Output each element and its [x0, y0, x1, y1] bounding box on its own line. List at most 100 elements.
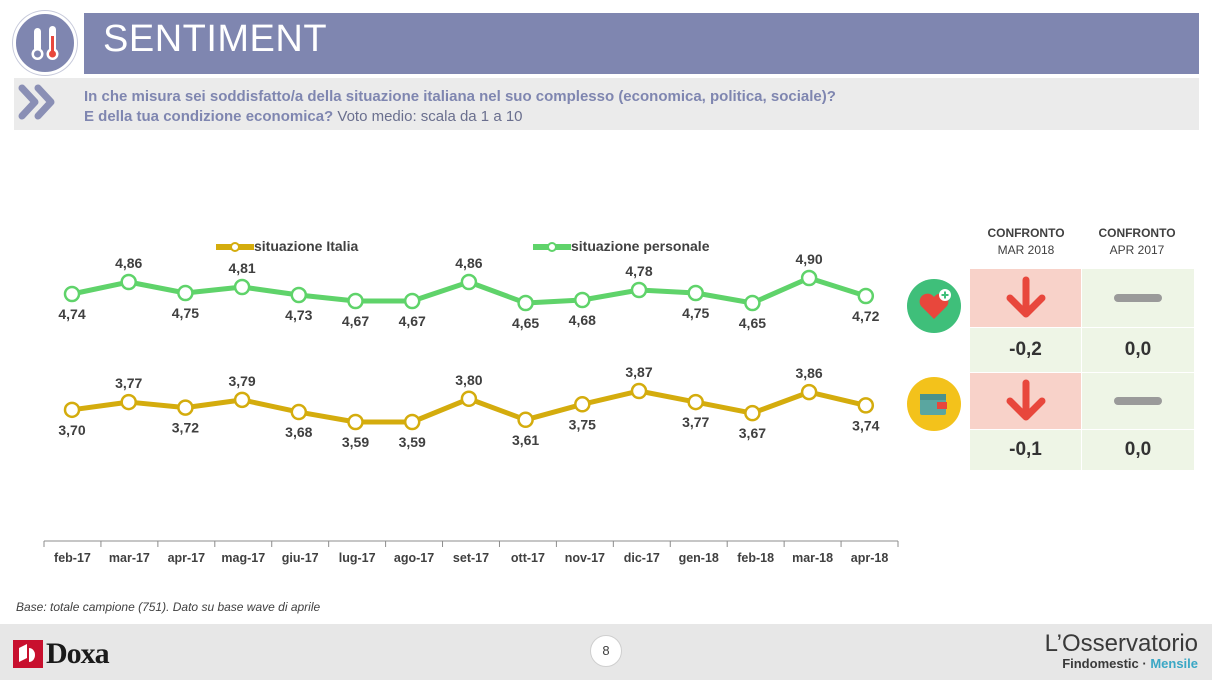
x-tick-label: mag-17: [221, 551, 265, 565]
confronto-header-mar-sub: MAR 2018: [997, 243, 1055, 257]
data-point-italia: [517, 411, 534, 429]
data-point-italia: [630, 382, 648, 400]
data-label-italia: 3,77: [682, 414, 709, 430]
question-line2-plain: Voto medio: scala da 1 a 10: [333, 108, 523, 125]
question-line2-bold: E della tua condizione economica?: [84, 108, 334, 125]
data-label-personale: 4,65: [512, 315, 539, 331]
data-point-italia: [800, 383, 818, 401]
data-point-personale: [177, 284, 194, 302]
x-tick-label: ago-17: [394, 551, 434, 565]
doxa-logo-icon: [13, 640, 43, 668]
data-label-personale: 4,75: [172, 305, 199, 321]
down-arrow-icon: [1006, 379, 1045, 421]
data-point-personale: [233, 278, 251, 296]
brand-subtitle-b: Mensile: [1150, 656, 1198, 671]
data-label-italia: 3,74: [852, 417, 879, 433]
doxa-wordmark: Doxa: [46, 637, 110, 670]
data-label-personale: 4,81: [228, 260, 255, 276]
x-tick-label: dic-17: [624, 551, 660, 565]
double-chevron-icon: [18, 84, 55, 120]
page-number: 8: [590, 635, 622, 667]
data-point-italia: [687, 393, 704, 411]
brand-title: L’Osservatorio: [1044, 630, 1198, 657]
data-point-italia: [744, 404, 761, 422]
data-label-italia: 3,75: [569, 416, 596, 432]
data-label-italia: 3,80: [455, 372, 482, 388]
data-point-personale: [630, 281, 648, 299]
legend-item-italia: situazione Italia: [216, 238, 358, 254]
thermometer-icon: [13, 11, 77, 75]
legend-label-personale: situazione personale: [571, 238, 710, 254]
data-label-italia: 3,86: [795, 365, 822, 381]
data-point-personale: [517, 294, 534, 312]
data-label-personale: 4,67: [399, 313, 426, 329]
legend-item-personale: situazione personale: [533, 238, 709, 254]
data-label-italia: 3,59: [399, 434, 426, 450]
value-cell-italia-apr: 0,0: [1082, 430, 1194, 470]
data-label-personale: 4,86: [455, 255, 482, 271]
data-label-personale: 4,86: [115, 255, 142, 271]
x-tick-label: gen-18: [679, 551, 719, 565]
x-tick-label: feb-18: [737, 551, 774, 565]
value-cell-personale-mar: -0,2: [970, 328, 1081, 372]
legend-swatch-personale: [533, 242, 571, 253]
delta-personale-apr: 0,0: [1124, 339, 1152, 360]
confronto-header-apr-sub: APR 2017: [1109, 243, 1165, 257]
base-note: Base: totale campione (751). Dato su bas…: [16, 600, 321, 614]
data-label-personale: 4,74: [58, 306, 85, 322]
data-point-italia: [347, 413, 364, 431]
x-tick-label: mar-18: [792, 551, 833, 565]
data-label-personale: 4,90: [795, 251, 822, 267]
x-tick-label: ott-17: [511, 551, 545, 565]
data-label-personale: 4,67: [342, 313, 369, 329]
value-cell-italia-mar: -0,1: [970, 430, 1081, 470]
data-label-italia: 3,77: [115, 375, 142, 391]
data-label-personale: 4,65: [739, 315, 766, 331]
data-point-italia: [233, 391, 251, 409]
data-label-italia: 3,67: [739, 425, 766, 441]
brand-subtitle-a: Findomestic ·: [1062, 656, 1151, 671]
data-point-italia: [574, 396, 591, 413]
legend-label-italia: situazione Italia: [254, 238, 359, 254]
data-label-personale: 4,78: [625, 263, 652, 279]
data-point-italia: [120, 393, 137, 411]
data-point-italia: [177, 399, 194, 416]
confronto-header-apr-title: CONFRONTO: [1098, 226, 1176, 240]
x-tick-label: giu-17: [282, 551, 319, 565]
x-tick-label: set-17: [453, 551, 489, 565]
trend-cell-italia-apr: [1082, 373, 1194, 429]
data-point-personale: [574, 291, 591, 309]
question-band: [14, 78, 1199, 130]
data-label-italia: 3,68: [285, 424, 312, 440]
data-point-personale: [460, 273, 478, 291]
data-label-italia: 3,72: [172, 420, 199, 436]
confronto-header-mar-title: CONFRONTO: [987, 226, 1065, 240]
data-point-personale: [120, 273, 137, 291]
question-line1: In che misura sei soddisfatto/a della si…: [84, 88, 836, 105]
data-label-italia: 3,59: [342, 434, 369, 450]
trend-cell-italia-mar: [970, 373, 1081, 429]
data-label-italia: 3,70: [58, 422, 85, 438]
x-tick-label: apr-18: [851, 551, 889, 565]
brand-subtitle: Findomestic · Mensile: [1062, 656, 1198, 671]
data-point-italia: [857, 397, 875, 414]
header-band: [84, 13, 1199, 74]
x-tick-label: feb-17: [54, 551, 91, 565]
x-tick-label: mar-17: [109, 551, 150, 565]
data-point-personale: [290, 286, 308, 304]
x-tick-label: apr-17: [168, 551, 206, 565]
data-point-personale: [857, 287, 875, 305]
data-label-personale: 4,68: [569, 312, 596, 328]
data-point-italia: [290, 403, 308, 421]
data-point-italia: [63, 401, 81, 419]
flat-dash-icon: [1114, 294, 1162, 302]
down-arrow-icon: [1006, 276, 1045, 318]
value-cell-personale-apr: 0,0: [1082, 328, 1194, 372]
line-chart: 4,74 4,86 4,75 4,81 4,73 4,67 4,67 4,86 4,65 4,68…: [43, 251, 899, 565]
data-point-personale: [403, 292, 421, 310]
data-label-personale: 4,72: [852, 308, 879, 324]
delta-italia-mar: -0,1: [1009, 439, 1042, 460]
data-point-personale: [744, 294, 761, 312]
data-point-personale: [687, 284, 704, 302]
x-tick-label: nov-17: [565, 551, 605, 565]
